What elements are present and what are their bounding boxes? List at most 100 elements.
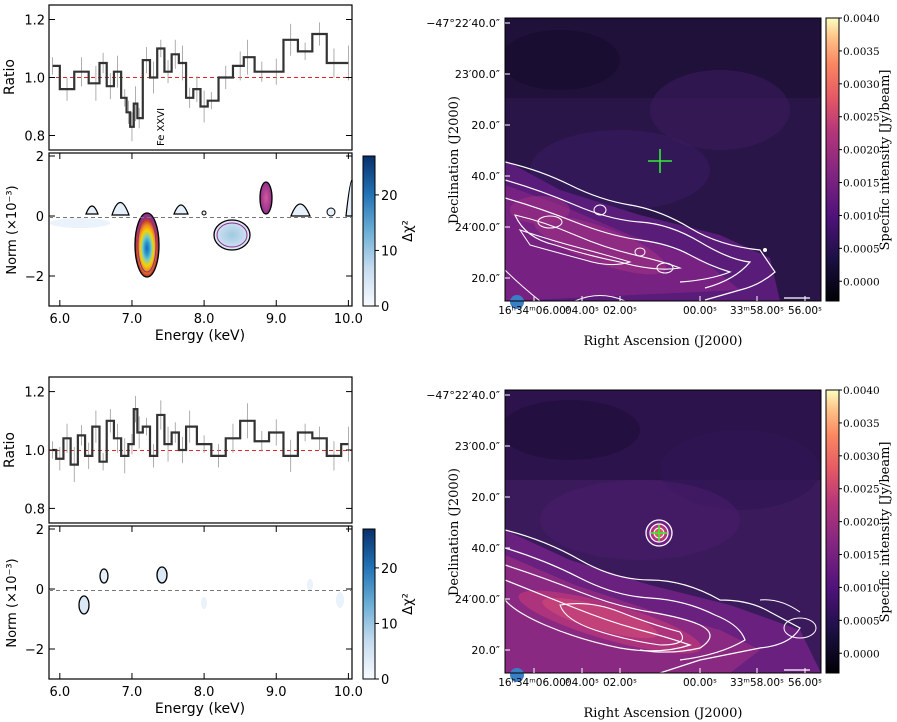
- top-ratio-annotation-fe-xxvi: Fe XXVI: [156, 108, 167, 146]
- ra-tick-label: 16ʰ34ᵐ06.00ˢ: [498, 305, 570, 317]
- colorbar-tick-label: 20: [381, 562, 398, 577]
- colorbar-tick-label: 0: [381, 300, 389, 315]
- colorbar-tick-label: 20: [381, 189, 398, 204]
- intensity-colorbar-tick-label: 0.0010: [843, 210, 880, 222]
- bottom-ratio-series: [52, 395, 349, 483]
- top-norm-faint-band: [50, 218, 110, 228]
- bottom-ratio-y-label: Ratio: [2, 432, 18, 468]
- intensity-colorbar-tick-label: 0.0040: [843, 385, 880, 397]
- norm-y-tick-label: 0: [36, 583, 44, 598]
- bottom-map-x-label: Right Ascension (J2000): [583, 706, 742, 721]
- top-map-cross-marker: [648, 149, 672, 173]
- intensity-colorbar-tick-label: 0.0030: [843, 451, 880, 463]
- ratio-step-line: [52, 32, 349, 128]
- top-norm-frame: [48, 152, 353, 307]
- top-ratio-y-ticks: 0.8 1.0 1.2: [24, 14, 352, 145]
- top-intensity-colorbar-ticks: 0.0040 0.0035 0.0030 0.0025 0.0020 0.0015 0.00…: [839, 13, 880, 288]
- bottom-map-cross-marker: [651, 525, 667, 541]
- top-norm-bump-5: [290, 203, 311, 217]
- norm-x-tick-label: 6.0: [49, 312, 70, 327]
- top-map-beam: [510, 295, 524, 309]
- norm-x-tick-label: 9.0: [266, 312, 287, 327]
- norm-x-tick-label: 8.0: [194, 685, 215, 700]
- bottom-map-contour-outer: [505, 529, 801, 673]
- bottom-norm-x-ticks: 6.0 7.0 8.0 9.0 10.0: [49, 526, 363, 700]
- intensity-colorbar-tick-label: 0.0035: [843, 418, 880, 430]
- bottom-map-y-label: Declination (J2000): [447, 468, 462, 596]
- top-norm-contours: [50, 179, 353, 278]
- bottom-ratio-y-ticks: 0.8 1.0 1.2: [24, 386, 352, 517]
- bottom-norm-panel: 2 0 −2 6.0 7.0 8.0 9.0 10.0 Norm (×10⁻³) Energ…: [5, 523, 363, 717]
- norm-x-tick-label: 7.0: [122, 312, 143, 327]
- top-norm-x-label: Energy (keV): [155, 328, 245, 344]
- top-map-y-label: Declination (J2000): [447, 96, 462, 224]
- bottom-ratio-panel: 0.8 1.0 1.2 Ratio: [2, 376, 353, 524]
- dec-tick-label: 20.0″: [471, 119, 500, 132]
- ra-tick-label: 00.00ˢ: [683, 677, 717, 689]
- bottom-norm-faint-2: [307, 579, 313, 591]
- norm-y-tick-label: 2: [36, 523, 44, 538]
- top-intensity-colorbar-label: Specific intensity [Jy/beam]: [878, 70, 893, 251]
- top-map-contour-dot: [763, 248, 767, 252]
- top-map-scalebar: 10″: [784, 297, 810, 310]
- top-norm-contour-inner-8kev: [216, 222, 248, 248]
- bottom-map-scalebar: 10″: [784, 669, 810, 682]
- bottom-norm-contour-6p5kev: [99, 568, 109, 584]
- top-map-dec-ticks: −47°22′40.0″ 23′00.0″ 20.0″ 40.0″ 24′00.0″ 20…: [426, 17, 510, 285]
- bottom-colorbar-ticks: 0 10 20: [375, 562, 398, 688]
- top-norm-panel: 2 0 −2 6.0 7.0 8.0 9.0 10.0 Norm (×10⁻³) Energ…: [5, 150, 363, 344]
- top-ratio-y-label: Ratio: [2, 59, 18, 95]
- colorbar-tick-label: 10: [381, 244, 398, 259]
- bottom-norm-frame: [48, 525, 353, 680]
- ra-tick-label: 56.00ˢ: [788, 677, 822, 689]
- norm-y-tick-label: −2: [25, 270, 44, 285]
- bottom-map-scalebar-label: 10″: [792, 675, 803, 682]
- ra-tick-label: 02.00ˢ: [603, 305, 637, 317]
- top-delta-chi2-colorbar: 0 10 20 Δχ²: [362, 155, 416, 315]
- top-map-x-label: Right Ascension (J2000): [583, 334, 742, 349]
- bottom-norm-y-ticks: 2 0 −2: [25, 523, 352, 658]
- top-norm-y-ticks: 2 0 −2: [25, 150, 352, 285]
- norm-x-tick-label: 10.0: [334, 685, 363, 700]
- intensity-colorbar-tick-label: 0.0030: [843, 79, 880, 91]
- norm-x-tick-label: 10.0: [334, 312, 363, 327]
- top-norm-bump-1: [85, 205, 99, 215]
- ratio-y-tick-label: 1.0: [24, 444, 45, 459]
- bottom-map-dec-ticks: −47°22′40.0″ 23′00.0″ 20.0″ 40.0″ 24′00.0″ 20…: [426, 389, 510, 657]
- bottom-norm-contour-7p2kev: [156, 566, 168, 584]
- top-norm-bump-2: [111, 201, 130, 216]
- top-map-frame: [504, 17, 822, 302]
- ra-tick-label: 02.00ˢ: [603, 677, 637, 689]
- ra-tick-label: 16ʰ34ᵐ06.00ˢ: [498, 677, 570, 689]
- bottom-norm-faint-1: [201, 597, 207, 609]
- ra-tick-label: 00.00ˢ: [683, 305, 717, 317]
- dec-tick-label: −47°22′40.0″: [426, 389, 500, 402]
- bottom-map-frame: [504, 389, 822, 674]
- intensity-colorbar-tick-label: 0.0040: [843, 13, 880, 25]
- top-colorbar-gradient: [362, 155, 376, 307]
- top-norm-contour-8kev: [213, 219, 251, 251]
- norm-y-tick-label: −2: [25, 643, 44, 658]
- norm-y-tick-label: 0: [36, 210, 44, 225]
- ratio-y-tick-label: 1.2: [24, 386, 45, 401]
- intensity-colorbar-tick-label: 0.0020: [843, 517, 880, 529]
- bottom-intensity-colorbar-label: Specific intensity [Jy/beam]: [878, 442, 893, 623]
- ra-tick-label: 33ᵐ58.00ˢ: [730, 677, 784, 689]
- norm-x-tick-label: 6.0: [49, 685, 70, 700]
- intensity-colorbar-tick-label: 0.0020: [843, 145, 880, 157]
- norm-x-tick-label: 9.0: [266, 685, 287, 700]
- dec-tick-label: 20.0″: [471, 272, 500, 285]
- top-colorbar-label: Δχ²: [401, 220, 416, 242]
- dec-tick-label: 24′00.0″: [455, 593, 500, 606]
- norm-y-tick-label: 2: [36, 150, 44, 165]
- ratio-step-line: [52, 408, 349, 466]
- norm-x-tick-label: 7.0: [122, 685, 143, 700]
- top-ratio-panel: 0.8 1.0 1.2 Ratio Fe XXVI: [2, 4, 353, 151]
- bottom-colorbar-gradient: [362, 528, 376, 680]
- intensity-colorbar-tick-label: 0.0035: [843, 46, 880, 58]
